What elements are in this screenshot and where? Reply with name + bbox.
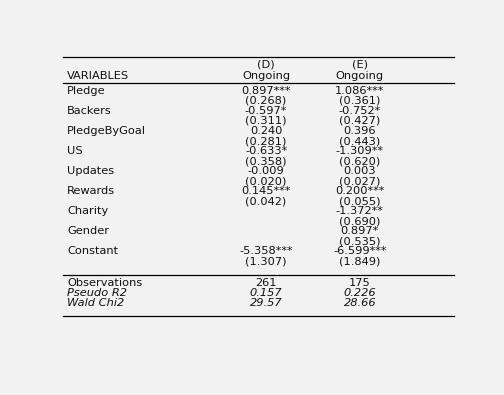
Text: Pledge: Pledge [67,86,105,96]
Text: (0.535): (0.535) [339,236,381,246]
Text: -5.358***: -5.358*** [239,246,293,256]
Text: 0.145***: 0.145*** [241,186,291,196]
Text: -1.309**: -1.309** [336,146,384,156]
Text: (0.020): (0.020) [245,176,287,186]
Text: (0.361): (0.361) [339,96,381,106]
Text: (1.307): (1.307) [245,256,287,267]
Text: 29.57: 29.57 [250,298,282,308]
Text: PledgeByGoal: PledgeByGoal [67,126,146,136]
Text: Ongoing: Ongoing [336,71,384,81]
Text: 0.897*: 0.897* [341,226,379,236]
Text: (1.849): (1.849) [339,256,381,267]
Text: Charity: Charity [67,206,108,216]
Text: (D): (D) [258,59,275,69]
Text: (0.042): (0.042) [245,196,287,206]
Text: (0.690): (0.690) [339,216,381,226]
Text: Ongoing: Ongoing [242,71,290,81]
Text: 175: 175 [349,278,371,288]
Text: 0.157: 0.157 [250,288,282,298]
Text: Updates: Updates [67,166,114,176]
Text: -0.633*: -0.633* [245,146,287,156]
Text: 0.240: 0.240 [250,126,282,136]
Text: (0.268): (0.268) [245,96,287,106]
Text: US: US [67,146,83,156]
Text: 1.086***: 1.086*** [335,86,385,96]
Text: Backers: Backers [67,106,112,116]
Text: 0.396: 0.396 [344,126,376,136]
Text: -1.372**: -1.372** [336,206,384,216]
Text: 0.226: 0.226 [344,288,376,298]
Text: -0.597*: -0.597* [245,106,287,116]
Text: (0.055): (0.055) [339,196,381,206]
Text: -0.009: -0.009 [248,166,284,176]
Text: (0.620): (0.620) [339,156,381,166]
Text: (0.311): (0.311) [245,116,287,126]
Text: 261: 261 [256,278,277,288]
Text: 0.003: 0.003 [344,166,376,176]
Text: -6.599***: -6.599*** [333,246,387,256]
Text: (E): (E) [352,59,368,69]
Text: 0.200***: 0.200*** [335,186,385,196]
Text: 28.66: 28.66 [344,298,376,308]
Text: (0.027): (0.027) [339,176,381,186]
Text: (0.427): (0.427) [339,116,381,126]
Text: Observations: Observations [67,278,142,288]
Text: Constant: Constant [67,246,118,256]
Text: (0.358): (0.358) [245,156,287,166]
Text: Pseudo R2: Pseudo R2 [67,288,127,298]
Text: VARIABLES: VARIABLES [67,71,129,81]
Text: Wald Chi2: Wald Chi2 [67,298,124,308]
Text: -0.752*: -0.752* [339,106,381,116]
Text: Rewards: Rewards [67,186,115,196]
Text: (0.443): (0.443) [339,136,381,146]
Text: (0.281): (0.281) [245,136,287,146]
Text: Gender: Gender [67,226,109,236]
Text: 0.897***: 0.897*** [241,86,291,96]
